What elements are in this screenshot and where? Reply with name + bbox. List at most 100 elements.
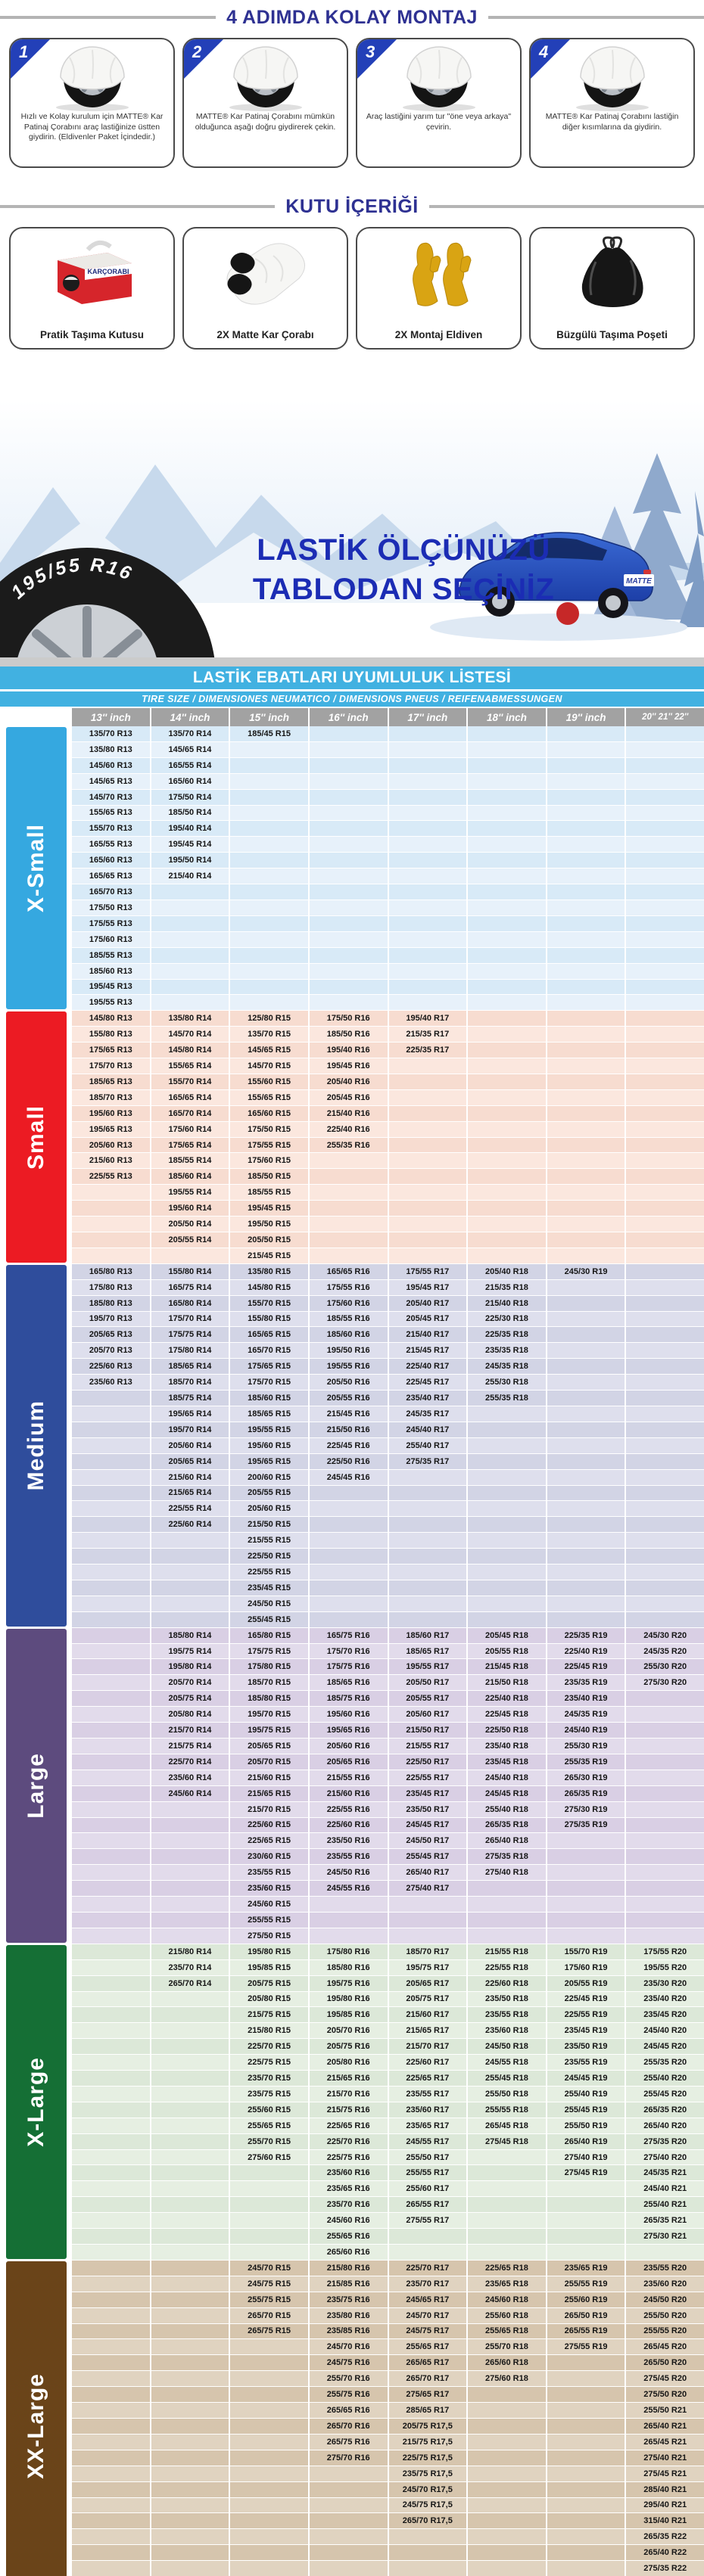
tire-size-cell [547, 2197, 627, 2213]
tire-size-cell [626, 726, 704, 741]
table-row: 245/60 R16 275/55 R17 265/35 R21 [72, 2213, 704, 2230]
table-row: 195/55 R13 [72, 995, 704, 1011]
tire-size-cell [72, 2213, 151, 2229]
tire-size-cell: 195/40 R17 [389, 1011, 469, 1027]
table-row: 235/70 R14 195/85 R15 185/80 R16 195/75 R17… [72, 1959, 704, 1976]
table-row: 245/60 R15 [72, 1897, 704, 1913]
tire-size-cell [72, 2023, 151, 2039]
tire-size-cell: 165/70 R13 [72, 884, 151, 900]
tire-size-cell: 215/80 R16 [310, 2260, 389, 2276]
table-row: 185/65 R13 155/70 R14 155/60 R15 205/40 R16 [72, 1074, 704, 1090]
tire-size-cell [626, 1185, 704, 1200]
table-row: 135/80 R13 145/65 R14 [72, 741, 704, 758]
tire-size-cell: 195/65 R15 [230, 1453, 310, 1469]
tire-size-cell: 245/45 R20 [643, 2042, 687, 2052]
tire-size-cell [468, 1027, 547, 1043]
tire-size-cell [468, 995, 547, 1011]
tire-size-cell [626, 1739, 704, 1754]
tire-size-cell [626, 1849, 704, 1864]
tire-size-cell [468, 2513, 547, 2529]
tire-size-cell [230, 2545, 310, 2561]
tire-size-cell [310, 1185, 389, 1201]
tire-size-cell [151, 1849, 231, 1865]
table-row: 235/60 R16 255/55 R17 275/45 R19 245/35 R21 [72, 2165, 704, 2182]
tire-size-cell: 235/50 R18 [468, 1991, 547, 2007]
tire-size-cell [468, 2149, 547, 2165]
tire-size-cell [626, 1312, 704, 1327]
table-row: 275/50 R15 [72, 1928, 704, 1944]
tire-size-cell: 245/50 R15 [230, 1596, 310, 1611]
tire-size-cell [468, 1248, 547, 1263]
tire-size-cell [389, 1248, 469, 1263]
tire-size-cell [151, 2466, 231, 2481]
table-row: 175/65 R13 145/80 R14 145/65 R15 195/40 R16… [72, 1043, 704, 1059]
tire-size-cell [389, 2529, 469, 2545]
size-group-label: XX-Large [23, 2373, 48, 2479]
tire-size-cell [547, 1043, 627, 1058]
tire-size-cell: 195/55 R16 [310, 1359, 389, 1375]
table-row: 235/60 R14 215/60 R15 215/55 R16 225/55 R17… [72, 1770, 704, 1786]
tire-size-cell: 215/75 R17,5 [389, 2434, 469, 2450]
tire-size-cell [547, 1453, 627, 1469]
table-row: 245/75 R17,5 295/40 R21 [72, 2497, 704, 2514]
table-row: 215/80 R15 205/70 R16 215/65 R17 235/60 R18… [72, 2023, 704, 2040]
tire-size-cell: 195/45 R16 [310, 1058, 389, 1074]
tire-size-cell [547, 2355, 627, 2371]
tire-size-cell [310, 1912, 389, 1928]
tire-size-cell: 245/45 R16 [310, 1469, 389, 1485]
tire-size-cell: 235/55 R18 [468, 2007, 547, 2023]
tire-size-cell [310, 1897, 389, 1912]
tire-size-cell [230, 963, 310, 979]
tire-size-cell: 135/80 R14 [151, 1011, 231, 1027]
table-row: 195/55 R14 185/55 R15 [72, 1185, 704, 1201]
table-row: 225/50 R15 [72, 1549, 704, 1565]
tire-size-cell: 205/60 R17 [389, 1707, 469, 1723]
tire-size-cell [72, 1596, 151, 1611]
tire-size-cell [310, 2545, 389, 2561]
tire-size-cell [626, 774, 704, 789]
tire-size-cell: 235/35 R19 [547, 1675, 627, 1691]
tire-size-cell: 215/50 R17 [389, 1723, 469, 1738]
tire-size-cell [547, 1549, 627, 1565]
table-row: 275/70 R16 225/75 R17,5 275/40 R21 [72, 2450, 704, 2466]
snow-socks-icon [226, 243, 305, 305]
tire-size-cell [230, 2513, 310, 2529]
table-row: 235/60 R13 185/70 R14 175/70 R15 205/50 R16… [72, 1375, 704, 1391]
tire-size-cell [468, 1881, 547, 1897]
tire-size-cell [468, 773, 547, 789]
tire-size-cell: 255/50 R18 [468, 2086, 547, 2102]
tire-size-cell [547, 1833, 627, 1849]
table-row: 255/70 R15 225/70 R16 245/55 R17 275/45 R18… [72, 2133, 704, 2150]
table-row: 205/80 R15 195/80 R16 205/75 R17 235/50 R18… [72, 1991, 704, 2008]
tire-size-cell [72, 1723, 151, 1738]
table-row: 215/65 R14 205/55 R15 [72, 1485, 704, 1502]
step-number: 2 [192, 42, 202, 61]
tire-size-cell: 275/35 R19 [547, 1817, 627, 1833]
tire-size-cell [626, 1454, 704, 1469]
tire-size-cell: 195/50 R14 [151, 853, 231, 869]
tire-size-cell [310, 1232, 389, 1248]
tire-size-cell [151, 2086, 231, 2102]
tire-size-cell [151, 2276, 231, 2292]
tire-size-cell [72, 2434, 151, 2450]
tire-size-cell: 185/45 R15 [230, 726, 310, 741]
tire-size-cell [151, 2260, 231, 2276]
tire-size-cell: 275/45 R19 [547, 2165, 627, 2181]
tire-size-cell [389, 1469, 469, 1485]
tire-size-cell: 265/60 R18 [468, 2355, 547, 2371]
tire-size-cell [626, 980, 704, 995]
tire-size-cell: 235/45 R20 [643, 2010, 687, 2020]
size-group-label: X-Large [23, 2056, 48, 2147]
tire-size-cell [626, 884, 704, 900]
tire-size-cell [626, 1169, 704, 1184]
tire-size-cell [151, 2497, 231, 2513]
tire-size-cell: 195/75 R15 [230, 1723, 310, 1738]
tire-size-cell: 195/85 R16 [310, 2007, 389, 2023]
tire-size-cell: 245/70 R17 [389, 2307, 469, 2323]
tire-size-cell: 185/55 R16 [310, 1311, 389, 1327]
tire-size-cell: 275/70 R16 [310, 2450, 389, 2466]
tire-size-cell [468, 1422, 547, 1437]
tire-size-cell: 215/75 R14 [151, 1739, 231, 1754]
tire-size-cell: 205/70 R15 [230, 1754, 310, 1770]
tire-size-cell [72, 2055, 151, 2071]
